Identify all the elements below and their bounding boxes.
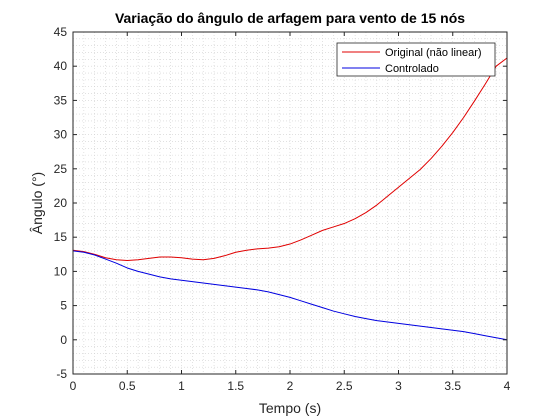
x-tick-label: 2.5 — [336, 379, 353, 393]
legend-label-original: Original (não linear) — [385, 47, 482, 59]
y-axis-label: Ângulo (°) — [29, 172, 45, 234]
y-tick-label: 20 — [54, 196, 68, 210]
legend: Original (não linear) Controlado — [336, 42, 496, 77]
series-layer — [72, 57, 508, 341]
x-tick-label: 0 — [70, 379, 77, 393]
y-tick-label: 40 — [54, 59, 68, 73]
x-tick-label: 3.5 — [444, 379, 461, 393]
x-tick-label: 1.5 — [227, 379, 244, 393]
y-tick-label: 15 — [54, 230, 68, 244]
y-tick-label: 35 — [54, 93, 68, 107]
x-tick-label: 0.5 — [119, 379, 136, 393]
y-tick-label: 10 — [54, 264, 68, 278]
x-axis-label: Tempo (s) — [259, 400, 321, 416]
x-tick-label: 1 — [178, 379, 185, 393]
y-tick-label: 5 — [60, 299, 67, 313]
x-tick-label: 3 — [395, 379, 402, 393]
grid — [73, 32, 507, 374]
series-line-original — [72, 57, 508, 261]
y-tick-label: -5 — [56, 367, 67, 381]
y-tick-label: 30 — [54, 128, 68, 142]
x-tick-label: 4 — [504, 379, 511, 393]
chart-title: Variação do ângulo de arfagem para vento… — [115, 10, 465, 26]
legend-box — [336, 42, 496, 77]
y-tick-label: 0 — [60, 333, 67, 347]
y-tick-label: 45 — [54, 25, 68, 39]
y-tick-label: 25 — [54, 162, 68, 176]
series-line-controlado — [72, 250, 508, 341]
x-tick-label: 2 — [287, 379, 294, 393]
legend-label-controlado: Controlado — [385, 63, 439, 75]
